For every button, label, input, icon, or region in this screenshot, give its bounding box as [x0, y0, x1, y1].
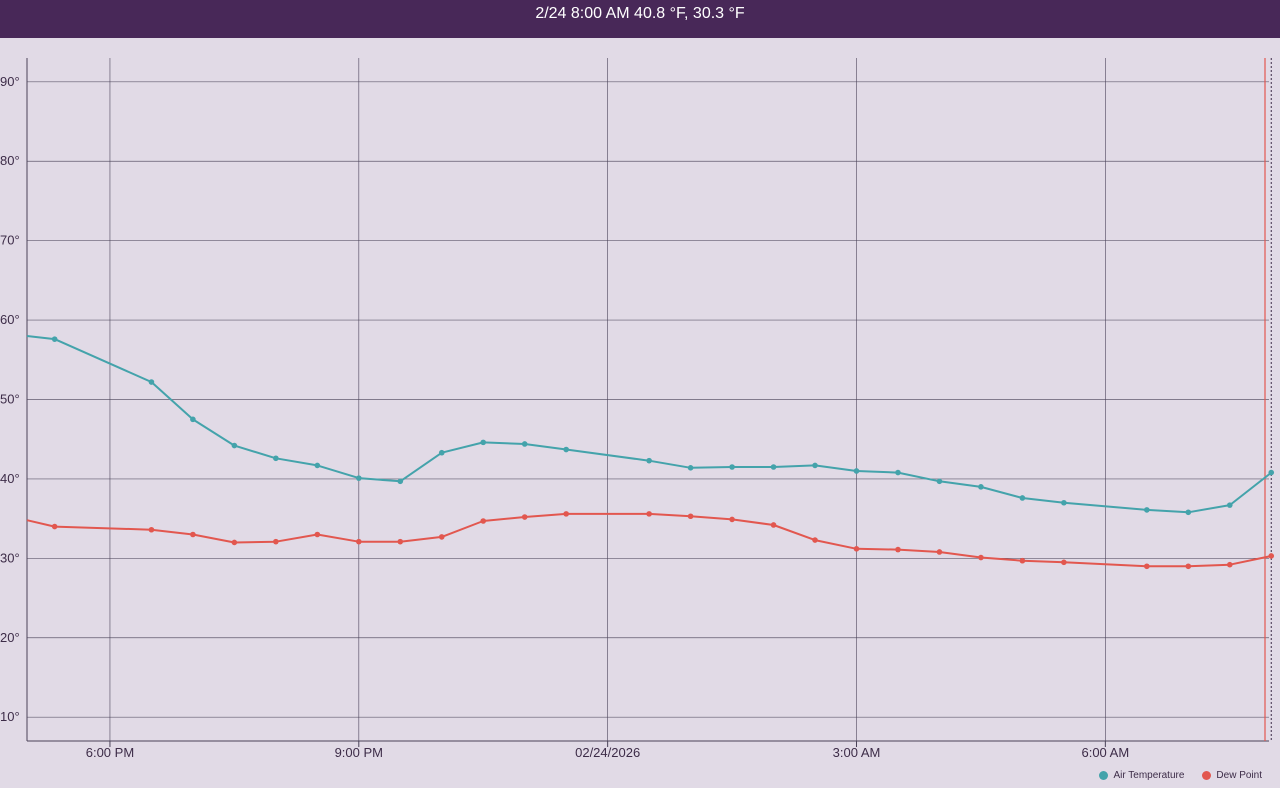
dew-point-series — [26, 511, 1275, 570]
y-tick-label: 30° — [0, 550, 20, 565]
dew-point-point — [314, 531, 321, 538]
dew-point-point — [1061, 559, 1067, 566]
y-tick-label: 60° — [0, 312, 20, 327]
x-tick-label: 6:00 AM — [1081, 745, 1129, 760]
dew-point-point — [397, 538, 404, 545]
air-temperature-point — [646, 457, 652, 464]
y-tick-label: 40° — [0, 471, 20, 486]
air-temperature-point — [936, 478, 943, 485]
air-temperature-point — [1019, 495, 1026, 501]
air-temperature-point — [853, 468, 860, 474]
dew-point-point — [1019, 557, 1026, 564]
dew-point-point — [978, 554, 984, 561]
air-temperature-point — [563, 446, 569, 453]
x-tick-label: 9:00 PM — [335, 745, 383, 760]
air-temperature-point — [438, 449, 445, 456]
air-temperature-point — [687, 465, 694, 471]
y-tick-label: 80° — [0, 153, 20, 168]
air-temperature-point — [1185, 509, 1192, 516]
dew-point-point — [438, 534, 445, 540]
x-tick-label: 02/24/2026 — [575, 745, 640, 760]
dew-point-point — [729, 516, 735, 523]
x-tick-label: 3:00 AM — [833, 745, 881, 760]
x-tick-label: 6:00 PM — [86, 745, 134, 760]
air-temperature-point — [1226, 502, 1233, 508]
y-tick-label: 90° — [0, 74, 20, 89]
air-temperature-point — [190, 416, 196, 423]
air-temperature-point — [978, 484, 984, 490]
air-temperature-point — [480, 439, 487, 446]
dew-point-point — [687, 513, 694, 520]
air-temperature-point — [397, 478, 404, 485]
legend-item-dew-point[interactable]: Dew Point — [1202, 770, 1262, 781]
air-temperature-point — [51, 336, 58, 342]
air-temperature-point — [231, 442, 238, 449]
dew-point-point — [563, 511, 569, 517]
dew-point-point — [1226, 561, 1233, 568]
dew-point-point — [190, 531, 196, 538]
air-temperature-point — [273, 455, 279, 462]
dew-point-point — [148, 526, 155, 533]
air-temperature-point — [521, 441, 528, 447]
y-tick-label: 70° — [0, 233, 20, 248]
air-temperature-line — [26, 335, 1272, 514]
y-tick-label: 50° — [0, 392, 20, 407]
dew-point-point — [1185, 563, 1192, 570]
dew-point-point — [646, 511, 652, 517]
air-temperature-point — [148, 379, 155, 385]
dew-point-point — [853, 546, 860, 552]
air-temperature-point — [729, 464, 735, 470]
dew-point-point — [936, 549, 943, 555]
dew-point-line — [26, 512, 1272, 568]
header-readout: 2/24 8:00 AM 40.8 °F, 30.3 °F — [535, 5, 745, 22]
dew-point-point — [1268, 553, 1275, 559]
air-temperature-legend-label: Air Temperature — [1113, 770, 1185, 781]
dew-point-point — [273, 538, 279, 545]
dew-point-point — [356, 538, 362, 545]
dew-point-point — [812, 537, 818, 543]
header-bar: 2/24 8:00 AM 40.8 °F, 30.3 °F — [0, 0, 1280, 38]
dew-point-legend-label: Dew Point — [1216, 770, 1262, 781]
air-temperature-point — [1144, 507, 1150, 513]
dew-point-point — [895, 546, 901, 553]
air-temperature-point — [356, 475, 362, 481]
y-tick-label: 20° — [0, 630, 20, 645]
dew-point-point — [231, 539, 238, 546]
air-temperature-point — [1061, 499, 1067, 506]
air-temperature-point — [770, 464, 777, 470]
y-tick-label: 10° — [0, 709, 20, 724]
dew-point-point — [480, 518, 487, 524]
air-temperature-series — [26, 335, 1275, 516]
dew-point-point — [51, 523, 58, 530]
air-temperature-point — [314, 462, 321, 469]
dew-point-point — [1144, 563, 1150, 570]
dew-point-legend-dot — [1202, 771, 1212, 780]
air-temperature-point — [895, 469, 901, 476]
dew-point-point — [521, 514, 528, 520]
dew-point-point — [770, 522, 777, 528]
legend-item-air-temperature[interactable]: Air Temperature — [1099, 770, 1184, 781]
air-temperature-legend-dot — [1099, 771, 1109, 780]
air-temperature-point — [1268, 469, 1275, 476]
air-temperature-point — [812, 462, 818, 469]
chart-legend: Air Temperature Dew Point — [1099, 770, 1262, 781]
